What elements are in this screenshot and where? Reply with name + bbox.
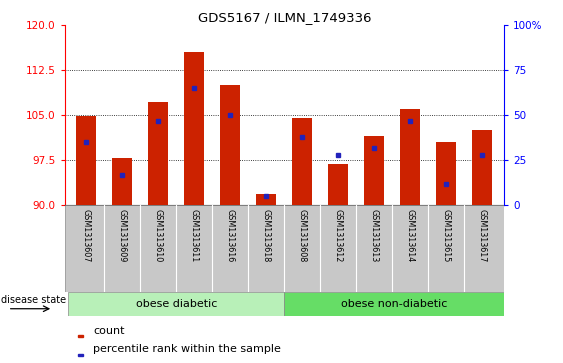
Bar — [78, 335, 83, 338]
Bar — [292, 118, 312, 205]
Text: GSM1313616: GSM1313616 — [226, 209, 235, 263]
Text: GSM1313618: GSM1313618 — [262, 209, 271, 263]
Bar — [68, 292, 284, 316]
Text: GSM1313617: GSM1313617 — [478, 209, 487, 263]
Text: count: count — [93, 326, 125, 336]
Bar — [149, 102, 168, 205]
Text: GSM1313614: GSM1313614 — [406, 209, 415, 263]
Title: GDS5167 / ILMN_1749336: GDS5167 / ILMN_1749336 — [198, 11, 371, 24]
Text: GSM1313612: GSM1313612 — [334, 209, 343, 263]
Text: GSM1313607: GSM1313607 — [82, 209, 91, 263]
Bar — [113, 158, 132, 205]
Bar — [221, 85, 240, 205]
Text: GSM1313610: GSM1313610 — [154, 209, 163, 263]
Bar — [472, 130, 492, 205]
Text: GSM1313609: GSM1313609 — [118, 209, 127, 263]
Bar — [436, 142, 456, 205]
Bar — [328, 164, 348, 205]
Bar — [400, 109, 420, 205]
Text: obese diabetic: obese diabetic — [136, 299, 217, 309]
Bar — [256, 194, 276, 205]
Text: GSM1313608: GSM1313608 — [298, 209, 307, 263]
Text: obese non-diabetic: obese non-diabetic — [341, 299, 447, 309]
Bar — [185, 52, 204, 205]
Text: GSM1313615: GSM1313615 — [442, 209, 451, 263]
Text: GSM1313611: GSM1313611 — [190, 209, 199, 263]
Text: disease state: disease state — [1, 295, 66, 306]
Bar — [364, 136, 384, 205]
Bar — [78, 354, 83, 356]
Bar — [284, 292, 504, 316]
Text: GSM1313613: GSM1313613 — [370, 209, 379, 263]
Text: percentile rank within the sample: percentile rank within the sample — [93, 344, 281, 354]
Bar — [77, 117, 96, 205]
